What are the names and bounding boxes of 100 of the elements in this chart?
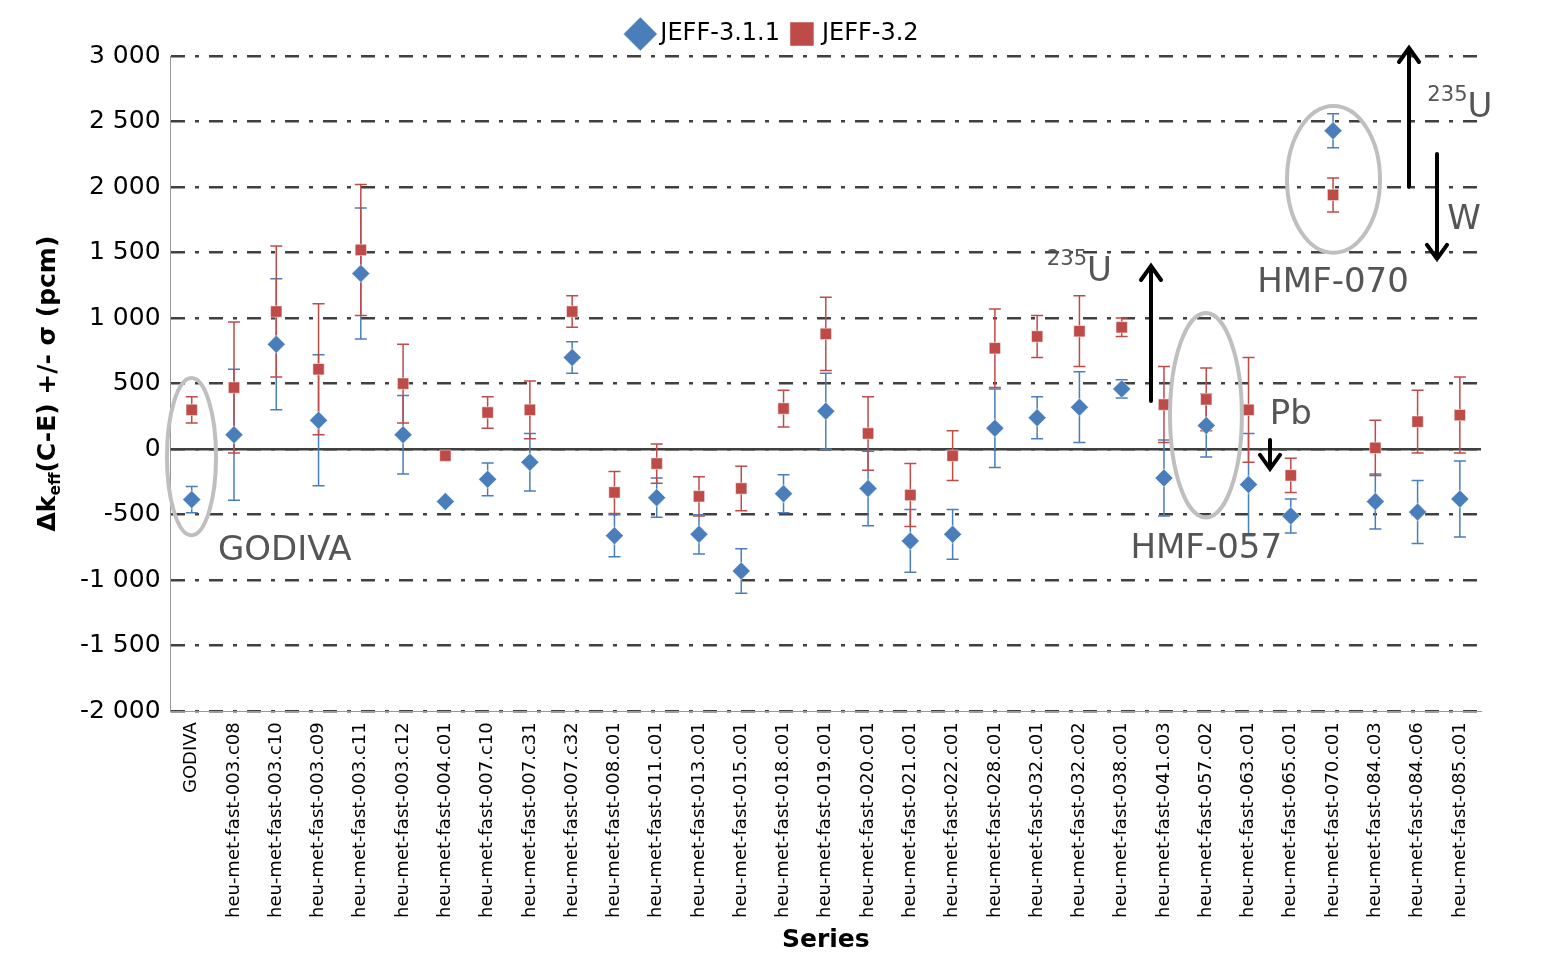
y-axis-title: Δkeff(C-E) +/- σ (pcm) [31,235,64,532]
point [478,470,497,489]
point [1281,506,1301,526]
point [1450,489,1470,509]
x-axis-title: Series [781,923,870,953]
x-tick-label: heu-met-fast-020.c01 [855,722,877,919]
x-tick-label: heu-met-fast-003.c12 [390,722,412,919]
y-tick-label: 3 000 [89,39,161,69]
y-tick-label: 1 000 [89,301,161,331]
point [1242,403,1255,416]
point [228,381,240,394]
point [946,449,959,462]
point [1196,416,1216,435]
x-tick-label: heu-met-fast-019.c01 [813,722,835,919]
legend-label: JEFF-3.1.1 [658,18,780,47]
legend-label: JEFF-3.2 [819,18,919,47]
point [1031,330,1044,343]
point [1239,475,1258,494]
point [605,526,624,545]
x-tick-label: heu-met-fast-007.c31 [517,722,539,919]
y-tick-label: -500 [103,498,161,528]
x-tick-label: heu-met-fast-063.c01 [1236,722,1258,919]
point [1200,393,1213,406]
x-tick-label: heu-met-fast-028.c01 [982,722,1004,919]
point [1070,397,1089,417]
x-tick-label: heu-met-fast-084.c06 [1405,722,1427,919]
point [732,561,751,581]
point [943,525,962,544]
point [523,403,536,416]
x-tick-label: heu-met-fast-007.c32 [559,722,581,919]
x-tick-label: heu-met-fast-003.c10 [263,722,285,919]
point [608,486,621,499]
x-tick-label: heu-met-fast-032.c01 [1024,722,1046,919]
point [1327,189,1339,201]
point [777,402,790,415]
x-tick-label: heu-met-fast-084.c03 [1362,722,1384,919]
point [735,482,748,495]
y-tick-label: -1 500 [80,629,161,659]
point [1027,408,1047,427]
point [566,305,579,318]
point [858,479,878,498]
point [985,418,1005,438]
point [1323,121,1343,140]
y-tick-label: 2 500 [89,105,161,135]
x-tick-label: heu-met-fast-007.c10 [475,722,497,919]
point [1154,468,1174,488]
annotation: HMF-057 [1130,525,1283,566]
point [1453,409,1466,421]
x-tick-label: GODIVA [179,721,201,794]
y-tick-label: -1 000 [80,563,161,593]
x-tick-label: heu-met-fast-011.c01 [644,722,666,919]
x-tick-label: heu-met-fast-013.c01 [686,722,708,919]
y-tick-label: 0 [144,432,161,462]
point [1411,415,1424,428]
point [1284,469,1297,482]
point [562,348,582,367]
point [436,492,455,511]
point [650,457,663,470]
x-tick-label: heu-met-fast-032.c02 [1067,722,1089,919]
point [439,449,452,462]
annotation: Pb [1269,391,1312,432]
annotation: HMF-070 [1257,259,1409,300]
point [1366,492,1385,511]
point [520,453,540,472]
point [182,490,201,509]
point [312,363,325,376]
x-tick-label: heu-met-fast-003.c09 [306,722,328,919]
point [988,342,1001,355]
x-tick-label: heu-met-fast-003.c08 [221,722,243,919]
x-tick-label: heu-met-fast-015.c01 [728,722,750,919]
point [904,489,917,501]
x-tick-label: heu-met-fast-021.c01 [898,722,920,919]
point [689,525,709,544]
point [185,403,198,416]
x-tick-label: heu-met-fast-041.c03 [1151,722,1173,919]
point [901,531,920,551]
point [774,484,793,503]
y-tick-label: -2 000 [80,694,161,724]
point [309,411,328,430]
x-tick-label: heu-met-fast-070.c01 [1320,722,1342,919]
point [1369,441,1382,454]
annotation: GODIVA [217,528,352,569]
annotation: W [1447,196,1481,237]
x-tick-label: heu-met-fast-018.c01 [771,722,793,919]
y-tick-label: 500 [112,367,161,397]
point [267,335,286,354]
point [647,488,666,507]
x-tick-label: heu-met-fast-003.c11 [348,722,370,919]
point [693,490,705,503]
point [393,425,413,444]
x-tick-label: heu-met-fast-008.c01 [602,722,624,919]
x-tick-label: heu-met-fast-038.c01 [1109,722,1131,919]
point [351,264,371,283]
x-tick-label: heu-met-fast-004.c01 [433,722,455,919]
y-tick-label: 2 000 [89,170,161,200]
point [1408,502,1427,522]
point [1073,325,1086,338]
x-tick-label: heu-met-fast-085.c01 [1447,722,1469,919]
point [481,406,494,419]
x-tick-label: heu-met-fast-022.c01 [940,722,962,919]
